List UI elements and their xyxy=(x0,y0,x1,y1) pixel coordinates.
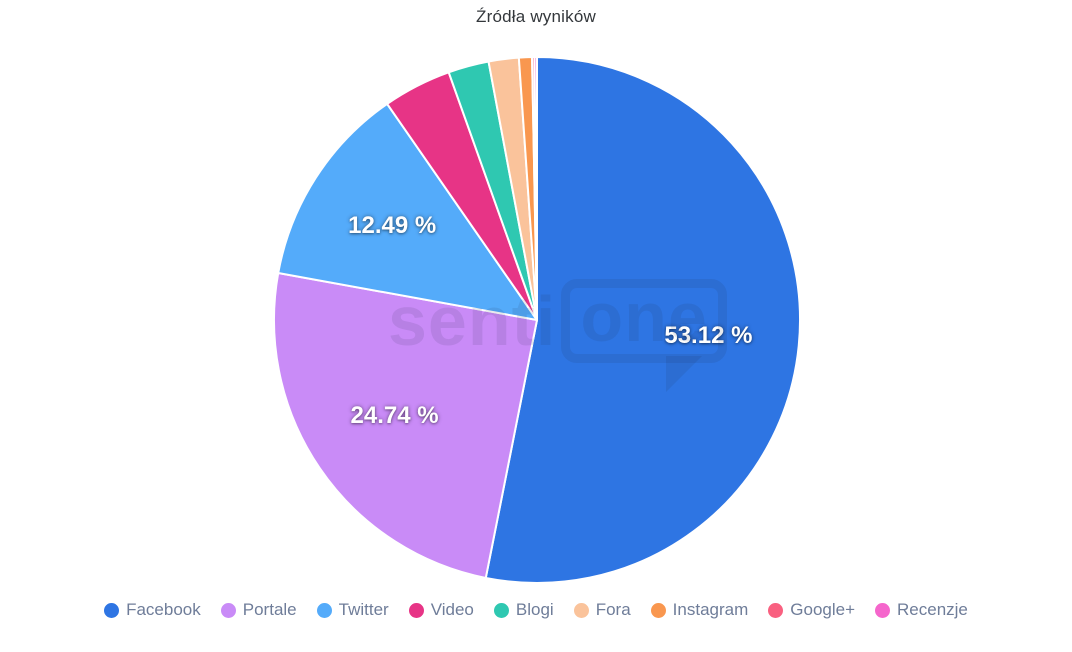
data-label-facebook: 53.12 % xyxy=(664,322,752,349)
legend-label-instagram: Instagram xyxy=(672,600,749,619)
chart-title: Źródła wyników xyxy=(476,7,596,26)
legend-dot-instagram xyxy=(650,602,666,618)
data-label-twitter: 12.49 % xyxy=(348,212,436,239)
legend-label-google: Google+ xyxy=(790,600,856,619)
legend-item-twitter[interactable]: Twitter xyxy=(316,600,389,620)
legend-dot-blogi xyxy=(493,602,509,618)
legend-dot-facebook xyxy=(104,602,120,618)
legend-label-blogi: Blogi xyxy=(515,600,554,619)
data-label-portale: 24.74 % xyxy=(351,402,439,429)
pie-slice-recenzje[interactable] xyxy=(533,55,538,321)
legend-item-blogi[interactable]: Blogi xyxy=(493,600,554,620)
legend-item-facebook[interactable]: Facebook xyxy=(104,600,201,620)
legend-label-recenzje: Recenzje xyxy=(897,600,968,619)
legend: Facebook Portale Twitter Video Blogi Fora Inst… xyxy=(0,600,1072,620)
legend-label-facebook: Facebook xyxy=(126,600,201,619)
pie-slice-facebook[interactable] xyxy=(484,56,801,584)
legend-item-fora[interactable]: Fora xyxy=(573,600,631,620)
legend-label-fora: Fora xyxy=(595,600,631,619)
legend-item-instagram[interactable]: Instagram xyxy=(650,600,749,620)
legend-item-video[interactable]: Video xyxy=(408,600,474,620)
legend-dot-portale xyxy=(220,602,236,618)
legend-dot-recenzje xyxy=(875,602,891,618)
pie-slice-twitter[interactable] xyxy=(277,102,538,321)
legend-item-portale[interactable]: Portale xyxy=(220,600,297,620)
legend-dot-twitter xyxy=(316,602,332,618)
legend-item-recenzje[interactable]: Recenzje xyxy=(875,600,968,620)
legend-dot-fora xyxy=(573,602,589,618)
legend-dot-google xyxy=(768,602,784,618)
pie-slice-portale[interactable] xyxy=(273,271,538,579)
legend-dot-video xyxy=(408,602,424,618)
legend-label-twitter: Twitter xyxy=(338,600,389,619)
legend-label-video: Video xyxy=(430,600,474,619)
legend-label-portale: Portale xyxy=(242,600,297,619)
legend-item-google[interactable]: Google+ xyxy=(768,600,855,620)
